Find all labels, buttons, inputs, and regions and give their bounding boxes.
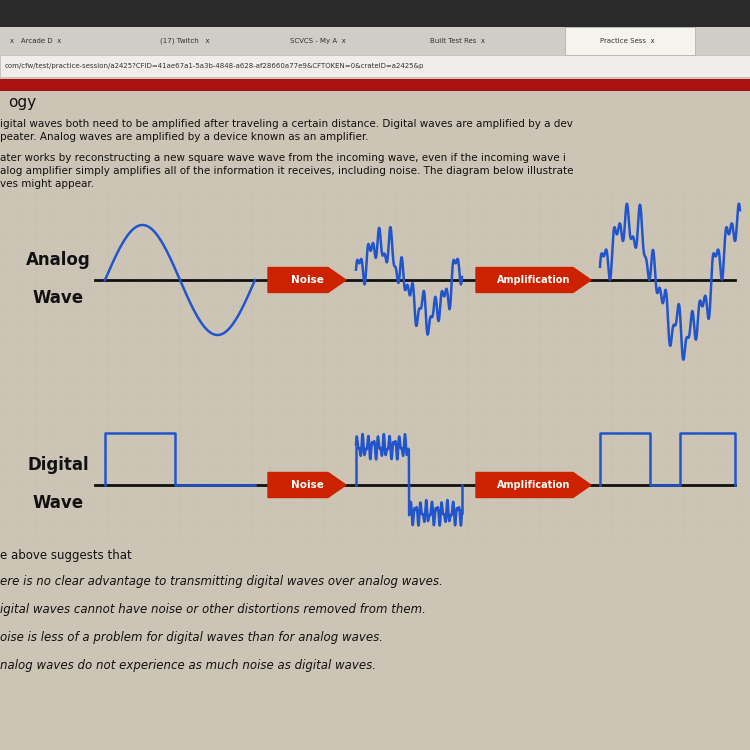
FancyArrow shape <box>476 268 591 292</box>
Text: Analog: Analog <box>26 251 90 269</box>
Text: SCVCS - My A  x: SCVCS - My A x <box>290 38 346 44</box>
Text: igital waves cannot have noise or other distortions removed from them.: igital waves cannot have noise or other … <box>0 604 426 616</box>
Text: x   Arcade D  x: x Arcade D x <box>10 38 62 44</box>
Text: Built Test Res  x: Built Test Res x <box>430 38 485 44</box>
Text: alog amplifier simply amplifies all of the information it receives, including no: alog amplifier simply amplifies all of t… <box>0 166 574 176</box>
Text: (17) Twitch   x: (17) Twitch x <box>160 38 209 44</box>
Text: Wave: Wave <box>32 289 83 307</box>
Text: igital waves both need to be amplified after traveling a certain distance. Digit: igital waves both need to be amplified a… <box>0 119 573 129</box>
Text: Amplification: Amplification <box>496 480 570 490</box>
Text: Wave: Wave <box>32 494 83 512</box>
FancyArrow shape <box>268 268 346 292</box>
Bar <box>0 79 750 91</box>
Text: ves might appear.: ves might appear. <box>0 179 94 189</box>
Text: Digital: Digital <box>27 456 88 474</box>
Text: e above suggests that: e above suggests that <box>0 548 132 562</box>
Text: nalog waves do not experience as much noise as digital waves.: nalog waves do not experience as much no… <box>0 659 376 673</box>
Text: peater. Analog waves are amplified by a device known as an amplifier.: peater. Analog waves are amplified by a … <box>0 132 369 142</box>
Bar <box>0 55 750 77</box>
Bar <box>0 27 750 55</box>
Text: ere is no clear advantage to transmitting digital waves over analog waves.: ere is no clear advantage to transmittin… <box>0 575 442 589</box>
Text: ater works by reconstructing a new square wave wave from the incoming wave, even: ater works by reconstructing a new squar… <box>0 153 566 163</box>
FancyArrow shape <box>476 472 591 497</box>
Text: Practice Sess  x: Practice Sess x <box>600 38 655 44</box>
Bar <box>0 0 750 30</box>
Text: ogy: ogy <box>8 94 36 110</box>
Text: com/cfw/test/practice-session/a2425?CFID=41ae67a1-5a3b-4848-a628-af28660a77e9&CF: com/cfw/test/practice-session/a2425?CFID… <box>5 63 424 69</box>
Text: oise is less of a problem for digital waves than for analog waves.: oise is less of a problem for digital wa… <box>0 632 383 644</box>
Bar <box>565 27 695 55</box>
Text: Noise: Noise <box>290 275 323 285</box>
Text: Amplification: Amplification <box>496 275 570 285</box>
Text: Noise: Noise <box>290 480 323 490</box>
FancyArrow shape <box>268 472 346 497</box>
